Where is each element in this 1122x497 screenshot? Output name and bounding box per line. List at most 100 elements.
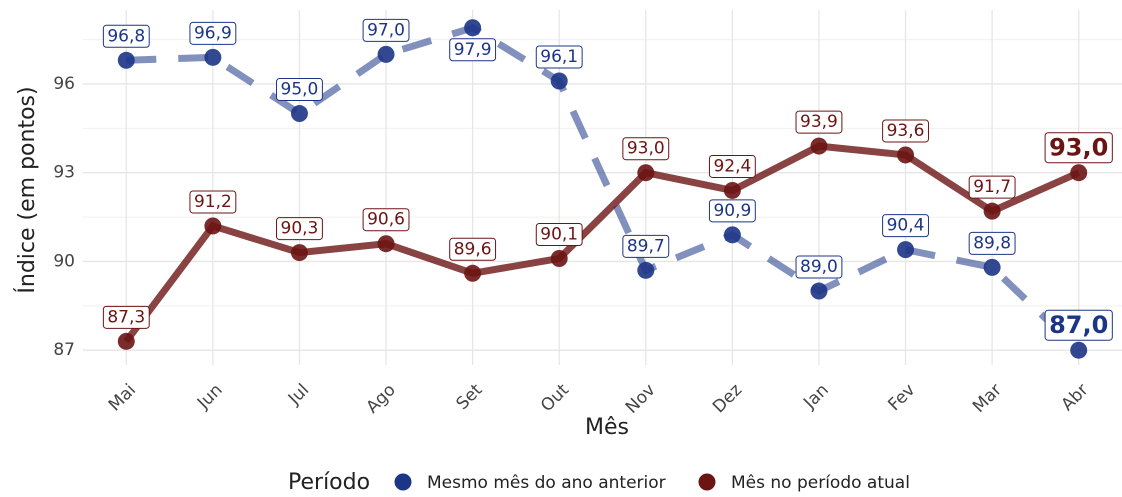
data-label-text: 93,0 bbox=[1049, 134, 1108, 162]
data-label: 91,2 bbox=[189, 190, 237, 214]
point bbox=[1070, 341, 1088, 359]
data-label-box bbox=[968, 231, 1016, 255]
point bbox=[810, 282, 828, 300]
data-label: 90,6 bbox=[362, 208, 410, 232]
data-label-text: 91,7 bbox=[973, 177, 1011, 197]
data-label-text: 93,0 bbox=[627, 139, 665, 159]
point bbox=[983, 202, 1001, 220]
x-tick-label: Dez bbox=[709, 380, 746, 417]
series-line bbox=[123, 142, 1081, 344]
data-label-text: 90,6 bbox=[367, 210, 405, 230]
x-tick-label: Mai bbox=[105, 380, 140, 415]
data-label-box bbox=[1044, 309, 1113, 341]
legend-label: Mês no período atual bbox=[731, 473, 910, 493]
data-label-text: 89,7 bbox=[627, 236, 665, 256]
point bbox=[550, 250, 568, 267]
data-label-box bbox=[1044, 132, 1113, 164]
data-label-box bbox=[535, 45, 583, 69]
data-label-box bbox=[449, 38, 497, 62]
data-label: 90,1 bbox=[535, 223, 583, 246]
data-label-text: 87,0 bbox=[1049, 311, 1108, 339]
point bbox=[810, 137, 828, 155]
point bbox=[723, 181, 741, 199]
data-label: 96,8 bbox=[102, 24, 150, 48]
point bbox=[117, 51, 135, 69]
x-tick-label: Mar bbox=[969, 380, 1006, 417]
data-label-box bbox=[622, 234, 670, 258]
legend-marker bbox=[698, 473, 716, 491]
data-label: 96,9 bbox=[189, 21, 237, 45]
data-label-box bbox=[276, 78, 323, 102]
y-tick-label: 96 bbox=[53, 74, 75, 94]
legend-label: Mesmo mês do ano anterior bbox=[427, 473, 666, 493]
data-label-box bbox=[882, 119, 929, 143]
data-label-text: 90,4 bbox=[887, 216, 925, 236]
point bbox=[897, 146, 915, 164]
data-label: 93,0 bbox=[1044, 132, 1113, 164]
point bbox=[637, 261, 655, 279]
point bbox=[637, 164, 655, 182]
data-label: 87,3 bbox=[102, 305, 150, 329]
data-label-box bbox=[102, 305, 150, 329]
data-label-box bbox=[362, 18, 410, 42]
data-label-text: 96,8 bbox=[107, 26, 145, 46]
data-label: 90,9 bbox=[708, 199, 756, 223]
y-axis-label: Índice (em pontos) bbox=[14, 86, 40, 293]
data-label-text: 96,1 bbox=[540, 47, 578, 67]
data-label-box bbox=[449, 237, 497, 261]
point bbox=[983, 258, 1001, 276]
data-label: 89,0 bbox=[795, 255, 843, 279]
data-label-text: 93,6 bbox=[887, 121, 925, 141]
data-label-text: 89,8 bbox=[973, 233, 1011, 253]
point bbox=[723, 226, 741, 244]
x-tick-label: Fev bbox=[884, 380, 919, 415]
data-label-box bbox=[882, 214, 929, 238]
data-label-box bbox=[189, 190, 237, 214]
y-tick-label: 93 bbox=[53, 163, 75, 183]
data-label-box bbox=[795, 255, 843, 279]
x-tick-label: Jun bbox=[193, 380, 227, 414]
x-tick-label: Jul bbox=[284, 380, 313, 409]
point bbox=[290, 244, 308, 262]
x-tick-label: Ago bbox=[362, 380, 399, 417]
data-label: 93,6 bbox=[882, 119, 929, 143]
data-label: 93,9 bbox=[795, 110, 843, 134]
x-tick-label: Out bbox=[537, 380, 573, 416]
data-label-box bbox=[968, 175, 1016, 199]
data-label: 89,7 bbox=[622, 234, 670, 258]
data-label: 89,6 bbox=[449, 237, 497, 261]
data-label-box bbox=[795, 110, 843, 134]
point bbox=[897, 241, 915, 259]
series-line bbox=[126, 23, 1082, 353]
data-label-text: 90,3 bbox=[281, 219, 319, 239]
data-label-text: 90,9 bbox=[713, 201, 751, 221]
y-tick-label: 87 bbox=[53, 340, 75, 360]
data-label: 89,8 bbox=[968, 231, 1016, 255]
data-label: 95,0 bbox=[276, 78, 323, 102]
data-label: 87,0 bbox=[1044, 309, 1113, 341]
legend-title: Período bbox=[288, 470, 370, 493]
data-label: 97,0 bbox=[362, 18, 410, 42]
data-label-text: 87,3 bbox=[107, 307, 145, 327]
data-label: 96,1 bbox=[535, 45, 583, 69]
grid bbox=[83, 10, 1122, 365]
data-label-box bbox=[535, 223, 583, 246]
point bbox=[550, 72, 568, 90]
data-label: 90,3 bbox=[276, 217, 323, 241]
data-label: 93,0 bbox=[622, 137, 670, 161]
data-label-text: 92,4 bbox=[713, 156, 751, 176]
x-tick-label: Jan bbox=[799, 380, 832, 413]
data-label-text: 89,6 bbox=[454, 239, 492, 259]
point bbox=[464, 264, 482, 282]
x-axis-label: Mês bbox=[585, 415, 629, 440]
x-tick-label: Nov bbox=[622, 380, 660, 418]
data-label: 92,4 bbox=[708, 154, 756, 178]
data-label-text: 91,2 bbox=[194, 192, 232, 212]
data-label: 90,4 bbox=[882, 214, 929, 238]
data-label-text: 95,0 bbox=[281, 80, 319, 100]
data-label: 91,7 bbox=[968, 175, 1016, 199]
point bbox=[290, 105, 308, 123]
data-label-box bbox=[622, 137, 670, 161]
y-tick-label: 90 bbox=[53, 251, 75, 271]
data-label-text: 93,9 bbox=[800, 112, 838, 132]
